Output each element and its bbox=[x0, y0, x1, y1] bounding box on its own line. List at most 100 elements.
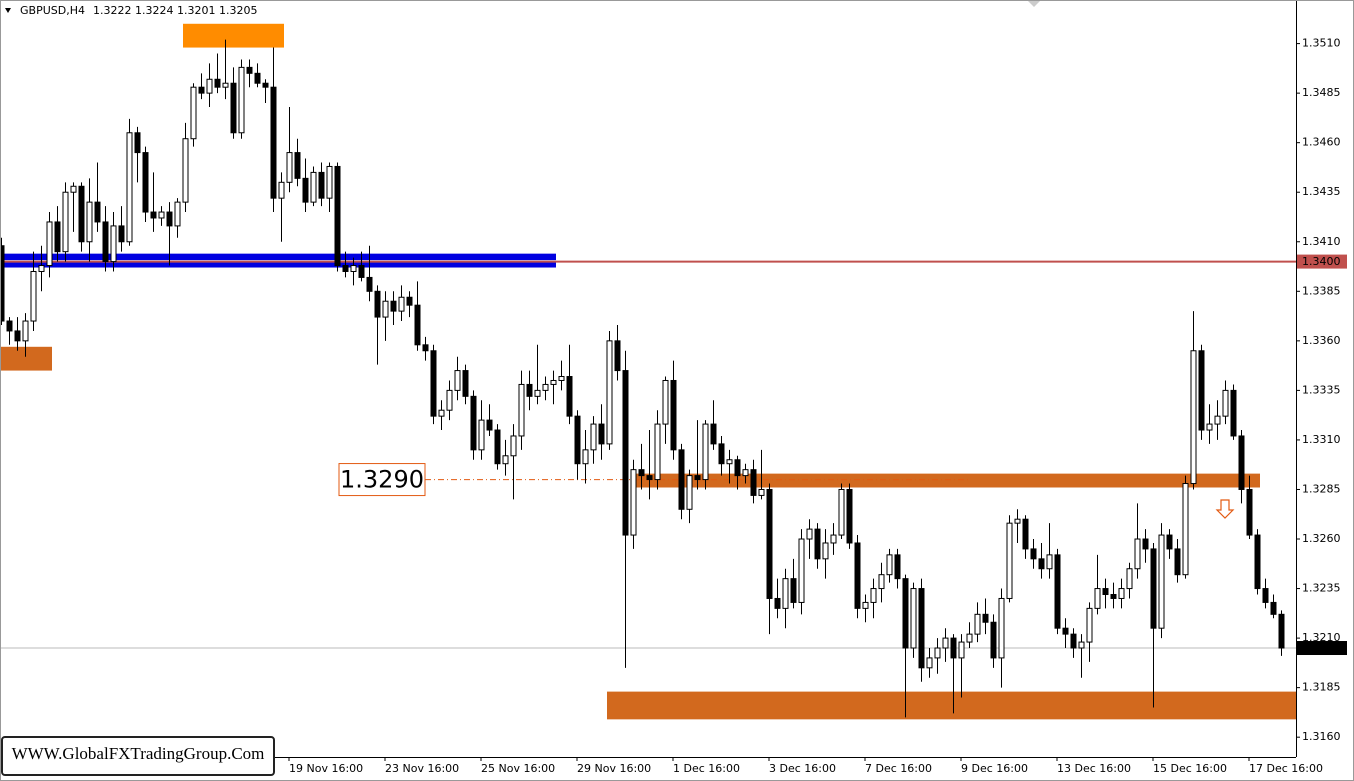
candle-body bbox=[14, 330, 21, 342]
candle-body bbox=[662, 379, 669, 425]
candle-body bbox=[678, 449, 685, 510]
candle-body bbox=[1038, 558, 1045, 570]
x-tick-label: 1 Dec 16:00 bbox=[673, 762, 740, 775]
candle-body bbox=[1214, 415, 1221, 425]
zone bbox=[607, 691, 1296, 720]
candle-body bbox=[654, 423, 661, 481]
candle-body bbox=[702, 423, 709, 481]
x-tick-label: 19 Nov 16:00 bbox=[289, 762, 363, 775]
zone bbox=[635, 473, 1260, 488]
candle-body bbox=[406, 296, 413, 306]
candle-body bbox=[110, 225, 117, 263]
candle-body bbox=[1174, 548, 1181, 576]
quote: 1.3222 1.3224 1.3201 1.3205 bbox=[93, 4, 257, 17]
candle-body bbox=[374, 290, 381, 318]
candle-body bbox=[30, 270, 37, 322]
candle-body bbox=[990, 621, 997, 659]
symbol: GBPUSD,H4 bbox=[20, 4, 85, 17]
candle-body bbox=[1190, 350, 1197, 485]
y-tick-label: 1.3360 bbox=[1302, 334, 1341, 347]
candle-body bbox=[102, 221, 109, 263]
candle-body bbox=[590, 423, 597, 451]
candle-body bbox=[94, 201, 101, 223]
watermark-box bbox=[1, 736, 275, 776]
candle-body bbox=[182, 138, 189, 203]
candle-body bbox=[454, 370, 461, 391]
candle-body bbox=[902, 578, 909, 649]
candle-body bbox=[966, 633, 973, 643]
candle-body bbox=[1134, 538, 1141, 570]
candle-body bbox=[694, 475, 701, 481]
x-tick-label: 9 Dec 16:00 bbox=[961, 762, 1028, 775]
candle-body bbox=[750, 469, 757, 496]
candle-body bbox=[894, 554, 901, 580]
candle-body bbox=[246, 66, 253, 74]
x-tick-label: 17 Dec 16:00 bbox=[1249, 762, 1323, 775]
candle-body bbox=[1110, 594, 1117, 599]
candle-body bbox=[118, 225, 125, 243]
candle-body bbox=[566, 376, 573, 417]
candle-body bbox=[1166, 534, 1173, 550]
candle-body bbox=[1054, 554, 1061, 629]
y-tick-label: 1.3160 bbox=[1302, 730, 1341, 743]
candle-body bbox=[150, 211, 157, 219]
candle-body bbox=[582, 449, 589, 465]
candle-body bbox=[822, 542, 829, 560]
menu-triangle bbox=[5, 8, 11, 13]
level-label-box bbox=[1297, 641, 1347, 656]
candle-body bbox=[22, 320, 29, 342]
candle-body bbox=[70, 185, 77, 193]
y-tick-label: 1.3410 bbox=[1302, 235, 1341, 248]
candle-body bbox=[526, 383, 533, 397]
candle-body bbox=[486, 419, 493, 431]
candle-body bbox=[190, 86, 197, 140]
candle-body bbox=[1142, 538, 1149, 550]
zone bbox=[183, 23, 284, 48]
candle-body bbox=[918, 588, 925, 669]
candle-body bbox=[710, 423, 717, 445]
candle-body bbox=[214, 78, 221, 88]
watermark-text: WWW.GlobalFXTradingGroup.Com bbox=[12, 744, 265, 763]
level-label: 1.3205 bbox=[1302, 642, 1341, 655]
candle-body bbox=[726, 459, 733, 465]
candle-body bbox=[1206, 423, 1213, 431]
candle-body bbox=[254, 72, 261, 84]
candle-body bbox=[278, 181, 285, 199]
y-tick-label: 1.3235 bbox=[1302, 582, 1341, 595]
candle-body bbox=[6, 320, 13, 332]
watermark: WWW.GlobalFXTradingGroup.Com bbox=[1, 736, 275, 776]
candle-body bbox=[638, 469, 645, 477]
candle-body bbox=[326, 165, 333, 199]
candle-body bbox=[1022, 518, 1029, 550]
candle-body bbox=[934, 647, 941, 659]
x-tick-label: 13 Dec 16:00 bbox=[1057, 762, 1131, 775]
candle-body bbox=[1262, 588, 1269, 603]
candle-body bbox=[742, 469, 749, 477]
candle-body bbox=[1070, 633, 1077, 649]
candle-body bbox=[1150, 548, 1157, 629]
annotation-label: 1.3290 bbox=[340, 466, 424, 494]
y-tick-label: 1.3385 bbox=[1302, 284, 1341, 297]
candle-body bbox=[446, 389, 453, 411]
candle-body bbox=[222, 82, 229, 88]
candle-body bbox=[134, 132, 141, 154]
candle-body bbox=[310, 171, 317, 203]
y-tick-label: 1.3310 bbox=[1302, 433, 1341, 446]
candle-body bbox=[38, 265, 45, 272]
candle-body bbox=[782, 578, 789, 609]
candle-body bbox=[950, 637, 957, 659]
candle-body bbox=[670, 379, 677, 451]
y-tick-label: 1.3485 bbox=[1302, 86, 1341, 99]
candle-body bbox=[1246, 488, 1253, 536]
candle-body bbox=[174, 201, 181, 227]
candle-body bbox=[142, 152, 149, 213]
candle-body bbox=[1158, 534, 1165, 629]
x-tick-label: 7 Dec 16:00 bbox=[865, 762, 932, 775]
candle-body bbox=[1086, 607, 1093, 643]
candle-body bbox=[1238, 435, 1245, 490]
candle-body bbox=[1094, 588, 1101, 609]
shift-marker bbox=[1028, 1, 1040, 7]
candle-body bbox=[1222, 389, 1229, 417]
candle-body bbox=[302, 177, 309, 203]
candle-body bbox=[1014, 518, 1021, 524]
